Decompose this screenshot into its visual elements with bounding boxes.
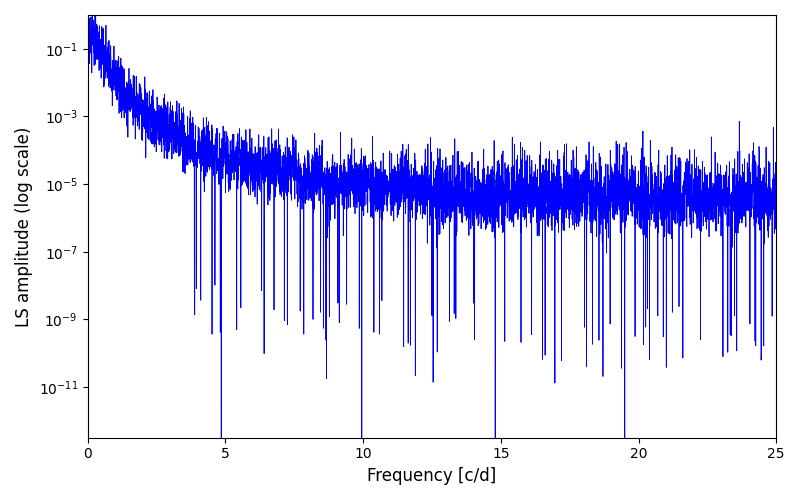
X-axis label: Frequency [c/d]: Frequency [c/d] <box>367 467 497 485</box>
Y-axis label: LS amplitude (log scale): LS amplitude (log scale) <box>15 126 33 326</box>
